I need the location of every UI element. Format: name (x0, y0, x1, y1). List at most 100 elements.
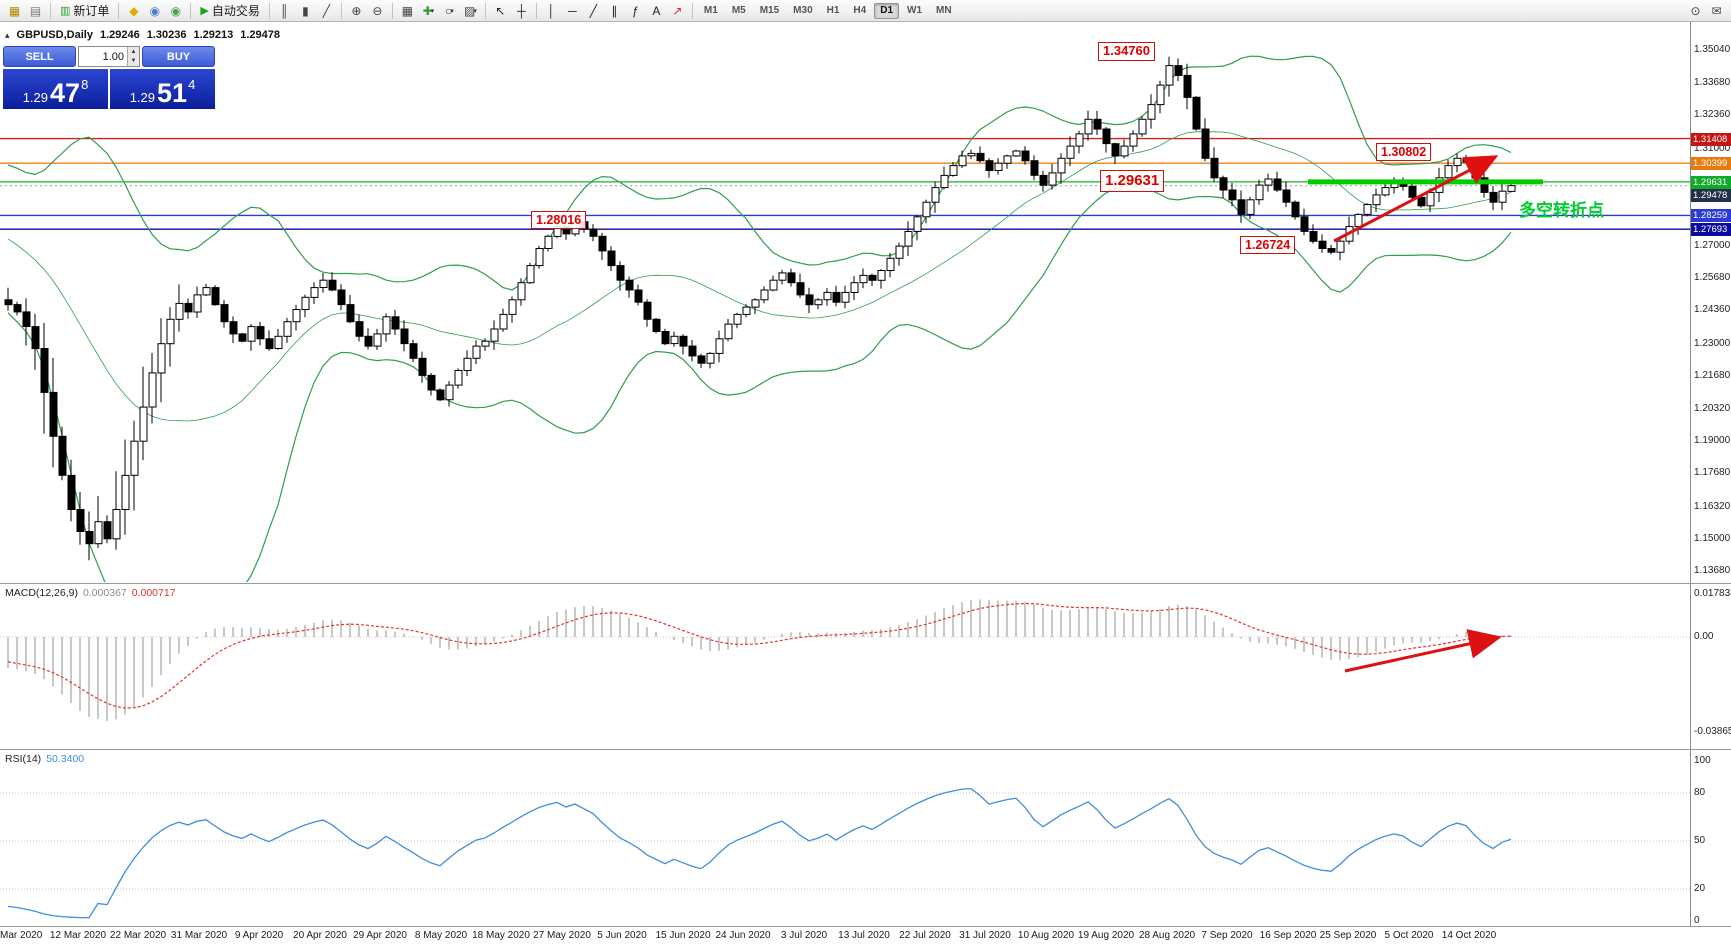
quick-message-icon[interactable]: ✉ (1706, 2, 1727, 20)
rsi-axis-label: 50 (1694, 835, 1706, 846)
rsi-canvas[interactable] (0, 750, 1690, 926)
rsi-axis-label: 20 (1694, 883, 1706, 894)
macd-plot[interactable]: MACD(12,26,9) 0.000367 0.000717 (0, 584, 1690, 749)
rsi-title: RSI(14) (5, 753, 42, 765)
fibonacci-icon[interactable]: ƒ (625, 2, 646, 20)
date-label: 24 Jun 2020 (715, 930, 771, 941)
zoom-in-icon[interactable]: ⊕ (346, 2, 367, 20)
timeframe-button-h1[interactable]: H1 (826, 5, 840, 16)
chart-open-value: 1.29246 (99, 29, 140, 41)
indicators-icon[interactable]: ✚ ▾ (418, 2, 439, 20)
toolbar-separator (535, 2, 537, 19)
macd-canvas[interactable] (0, 584, 1690, 749)
sell-button[interactable]: SELL (3, 46, 76, 67)
channel-icon[interactable]: ∥ (604, 2, 625, 20)
timeframe-button-m5[interactable]: M5 (731, 5, 746, 16)
toolbar-separator (691, 2, 693, 19)
chart-high-value: 1.30236 (146, 29, 187, 41)
timeframe-button-m15[interactable]: M15 (759, 5, 780, 16)
dropdown-caret-icon[interactable]: ▾ (430, 7, 435, 15)
search-icon[interactable]: ⊙ (1685, 2, 1706, 20)
crosshair-icon[interactable]: ┼ (511, 2, 532, 20)
volume-value[interactable]: 1.00 (102, 50, 124, 63)
autotrade-button[interactable]: ▶ 自动交易 (195, 2, 264, 20)
dropdown-caret-icon[interactable]: ▾ (450, 7, 454, 15)
text-icon[interactable]: A (646, 2, 667, 20)
timeframe-button-h4[interactable]: H4 (853, 5, 867, 16)
price-annotation[interactable]: 1.30802 (1376, 143, 1432, 162)
price-axis-label: 1.19000 (1694, 435, 1731, 446)
date-label: 25 Sep 2020 (1319, 930, 1377, 941)
price-axis-label: 1.31000 (1694, 143, 1731, 154)
buy-price-display[interactable]: 1.29 51 4 (110, 69, 215, 109)
rsi-axis-label: 0 (1694, 915, 1700, 926)
rsi-axis-label: 80 (1694, 787, 1706, 798)
rsi-current-value: 50.3400 (46, 753, 85, 765)
mql5-community-icon[interactable]: ◆ (123, 2, 144, 20)
price-axis-label: 1.35040 (1694, 44, 1731, 55)
dropdown-caret-icon[interactable]: ▾ (473, 7, 477, 15)
volume-up-icon[interactable]: ▲ (128, 47, 139, 57)
macd-panel: MACD(12,26,9) 0.000367 0.000717 0.017833… (0, 583, 1731, 749)
templates-icon[interactable]: ▨ ▾ (460, 2, 481, 20)
sell-price-display[interactable]: 1.29 47 8 (3, 69, 108, 109)
bar-chart-icon[interactable]: ║ (274, 2, 295, 20)
sell-price-pips: 47 (50, 78, 81, 109)
main-chart-panel: ▴ GBPUSD,Daily 1.29246 1.30236 1.29213 1… (0, 22, 1731, 583)
periods-icon[interactable]: ○ ▾ (439, 2, 460, 20)
new-order-button[interactable]: ▥ 新订单 (55, 2, 114, 20)
new-chart-icon[interactable]: ▦ (4, 2, 25, 20)
timeframe-button-m30[interactable]: M30 (793, 5, 813, 16)
tile-windows-icon[interactable]: ▦ (397, 2, 418, 20)
arrows-icon[interactable]: ↗ (667, 2, 688, 20)
templates-icon: ▨ (463, 3, 476, 18)
profiles-icon: ▤ (29, 3, 42, 18)
timeframe-button-mn[interactable]: MN (936, 5, 952, 16)
volume-stepper[interactable]: 1.00 ▲ ▼ (78, 46, 140, 67)
timeframe-button-w1[interactable]: W1 (907, 5, 923, 16)
date-label: 27 May 2020 (533, 930, 591, 941)
horizontal-line-icon[interactable]: ─ (562, 2, 583, 20)
buy-price-big-figure: 1.29 (129, 89, 156, 105)
rsi-axis[interactable]: 100 80 50 20 0 (1690, 750, 1731, 926)
macd-main-value: 0.000367 (82, 587, 127, 599)
macd-axis[interactable]: 0.017833 0.00 -0.038659 (1690, 584, 1731, 749)
price-axis-label: 1.13680 (1694, 565, 1731, 576)
price-annotation[interactable]: 1.26724 (1240, 236, 1296, 255)
new-chart-icon: ▦ (8, 3, 21, 18)
price-axis-label: 1.17680 (1694, 467, 1731, 478)
price-axis-label: 1.21680 (1694, 370, 1731, 381)
turning-point-annotation[interactable]: 多空转折点 (1519, 201, 1604, 220)
chart-low-value: 1.29213 (193, 29, 234, 41)
market-icon[interactable]: ◉ (165, 2, 186, 20)
date-label: 9 Apr 2020 (234, 930, 284, 941)
buy-button[interactable]: BUY (142, 46, 215, 67)
volume-down-icon[interactable]: ▼ (128, 56, 139, 66)
candlestick-icon[interactable]: ▮ (295, 2, 316, 20)
rsi-plot[interactable]: RSI(14) 50.3400 (0, 750, 1690, 926)
profiles-icon[interactable]: ▤ (25, 2, 46, 20)
price-axis[interactable]: 1.35040 1.33680 1.32360 1.31000 1.27000 1.256… (1690, 22, 1731, 583)
market-icon: ◉ (170, 3, 182, 18)
price-annotation[interactable]: 1.29631 (1100, 170, 1165, 192)
buy-price-point: 4 (188, 77, 196, 92)
line-chart-icon[interactable]: ╱ (316, 2, 337, 20)
price-axis-label: 1.15000 (1694, 533, 1731, 544)
timeframe-button-d1[interactable]: D1 (874, 2, 900, 19)
one-click-collapse-icon[interactable]: ▴ (5, 29, 10, 40)
date-label: 5 Jun 2020 (597, 930, 647, 941)
price-chart-canvas[interactable] (0, 22, 1690, 582)
vertical-line-icon[interactable]: │ (541, 2, 562, 20)
trendline-icon[interactable]: ╱ (583, 2, 604, 20)
date-label: 7 Sep 2020 (1201, 930, 1253, 941)
price-annotation[interactable]: 1.28016 (531, 211, 587, 230)
indicators-icon: ✚ (422, 3, 433, 18)
price-axis-label: 1.24360 (1694, 304, 1731, 315)
signals-icon[interactable]: ◉ (144, 2, 165, 20)
price-chart-plot[interactable]: ▴ GBPUSD,Daily 1.29246 1.30236 1.29213 1… (0, 22, 1690, 583)
zoom-out-icon[interactable]: ⊖ (367, 2, 388, 20)
cursor-icon[interactable]: ↖ (490, 2, 511, 20)
timeframe-button-m1[interactable]: M1 (703, 5, 718, 16)
price-annotation[interactable]: 1.34760 (1098, 42, 1155, 61)
